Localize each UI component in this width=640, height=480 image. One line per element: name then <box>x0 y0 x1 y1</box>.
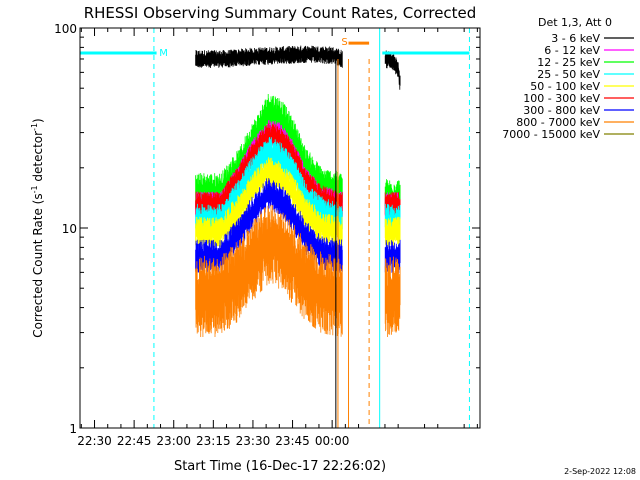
legend-label-6: 300 - 800 keV <box>523 104 600 117</box>
legend-header: Det 1,3, Att 0 <box>538 16 612 29</box>
y-tick-label: 100 <box>54 22 77 36</box>
x-tick-label: 00:00 <box>315 434 350 448</box>
legend-label-3: 25 - 50 keV <box>537 68 600 81</box>
series-300-800kev-seg0 <box>195 178 343 274</box>
series-50-100kev-seg0 <box>195 157 343 249</box>
legend-label-2: 12 - 25 keV <box>537 56 600 69</box>
x-tick-label: 23:00 <box>156 434 191 448</box>
legend-label-0: 3 - 6 keV <box>551 32 600 45</box>
series-300-800kev-seg1 <box>384 239 401 274</box>
axes <box>79 27 481 429</box>
marker-m-label: M <box>159 48 168 59</box>
legend-label-4: 50 - 100 keV <box>530 80 600 93</box>
legend-label-8: 7000 - 15000 keV <box>502 128 600 141</box>
plot-area: MS <box>80 28 470 428</box>
footer-date: 2-Sep-2022 12:08 <box>564 467 636 476</box>
x-tick-label: 23:30 <box>236 434 271 448</box>
x-axis-label: Start Time (16-Dec-17 22:26:02) <box>174 459 386 474</box>
x-tick-label: 22:30 <box>77 434 112 448</box>
x-tick-label: 22:45 <box>117 434 152 448</box>
series-800-7000kev-seg0 <box>195 204 343 337</box>
series-800-7000kev-seg1 <box>384 256 401 337</box>
legend-label-1: 6 - 12 keV <box>544 44 600 57</box>
legend-label-5: 100 - 300 keV <box>523 92 600 105</box>
tick-labels: 1 10 100 22:30 22:45 23:00 23:15 23:30 23:45 00:0… <box>54 22 349 448</box>
series-3-6kev-seg0 <box>195 45 343 69</box>
y-axis-label: Corrected Count Rate (s-1 detector-1) <box>30 118 45 337</box>
legend-label-7: 800 - 7000 keV <box>516 116 600 129</box>
series-25-50kev-seg1 <box>384 203 401 236</box>
marker-s-label: S <box>341 37 347 48</box>
series-3-6kev-seg1 <box>384 50 401 90</box>
chart-title: RHESSI Observing Summary Count Rates, Co… <box>84 4 477 22</box>
series-50-100kev-seg1 <box>384 216 401 248</box>
x-tick-label: 23:45 <box>275 434 310 448</box>
y-tick-label: 1 <box>69 422 77 436</box>
x-tick-label: 23:15 <box>196 434 231 448</box>
y-tick-label: 10 <box>62 222 77 236</box>
